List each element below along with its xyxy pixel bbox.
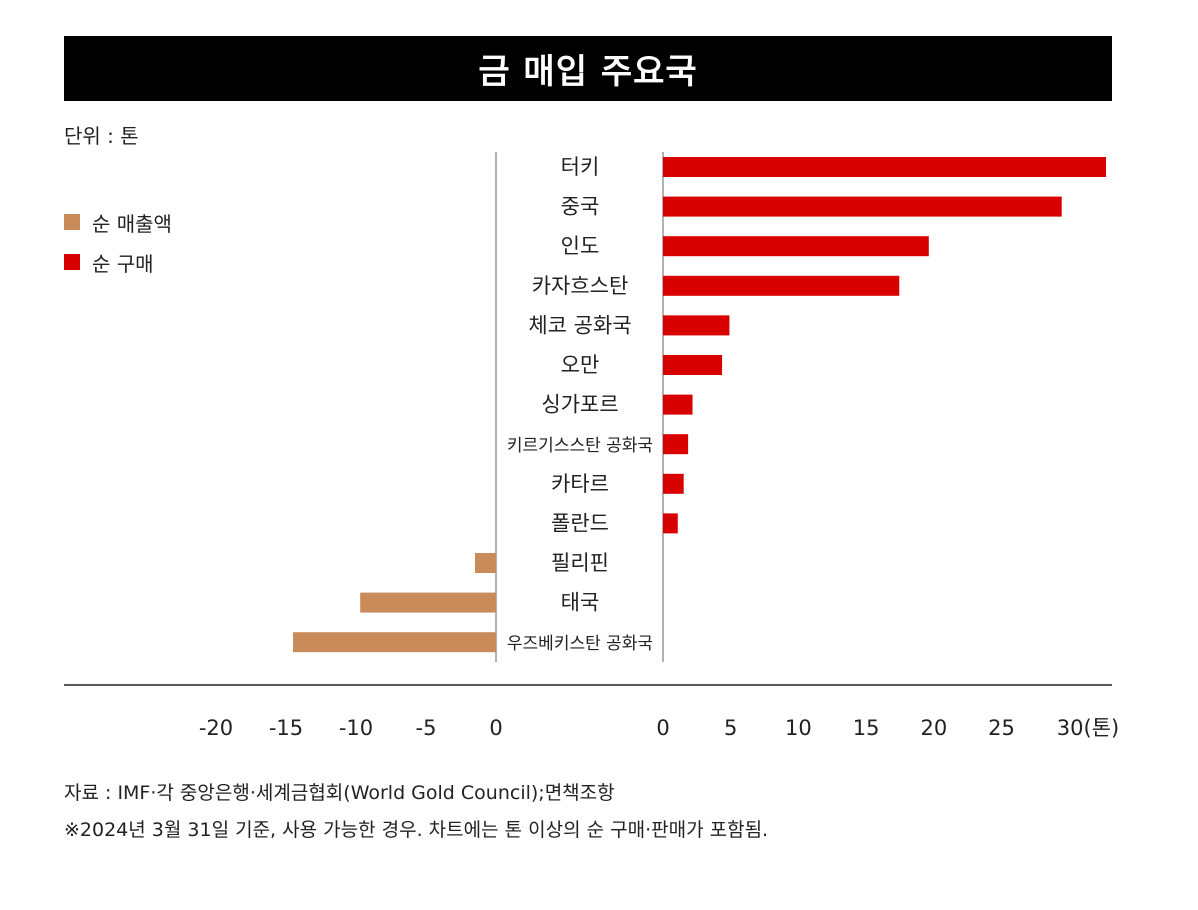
bar-5: [663, 355, 723, 375]
bar-3: [663, 275, 900, 296]
chart-title: 금 매입 주요국: [64, 36, 1112, 101]
bar-1: [663, 196, 1062, 217]
category-label-3: 카자흐스탄: [532, 274, 629, 298]
category-label-12: 우즈베키스탄 공화국: [507, 634, 653, 654]
legend: 순 매출액 순 구매: [64, 202, 172, 282]
category-label-11: 태국: [561, 591, 600, 615]
category-label-0: 터키: [561, 155, 600, 179]
tick-label-positive-2: 10: [785, 716, 812, 740]
legend-label-net-sales: 순 매출액: [92, 211, 172, 236]
legend-item-net-purchase: 순 구매: [64, 242, 172, 282]
bar-7: [663, 434, 689, 455]
legend-item-net-sales: 순 매출액: [64, 202, 172, 242]
bar-11: [360, 592, 496, 613]
tick-label-positive-0: 0: [656, 716, 669, 740]
category-label-5: 오만: [561, 353, 600, 377]
legend-swatch-net-purchase: [64, 254, 80, 270]
legend-swatch-net-sales: [64, 214, 80, 230]
category-label-1: 중국: [561, 195, 600, 219]
category-label-6: 싱가포르: [541, 393, 618, 417]
tick-label-positive-6: 30(톤): [1057, 716, 1119, 740]
tick-label-negative-4: 0: [489, 716, 502, 740]
tick-label-positive-1: 5: [724, 716, 737, 740]
bar-6: [663, 394, 693, 415]
category-label-4: 체코 공화국: [528, 313, 631, 337]
bar-2: [663, 236, 929, 257]
bar-4: [663, 315, 730, 336]
category-label-9: 폴란드: [551, 511, 609, 535]
category-label-8: 카타르: [551, 472, 609, 496]
source-text: 자료 : IMF·각 중앙은행·세계금협회(World Gold Council…: [64, 782, 615, 804]
footnote-text: ※2024년 3월 31일 기준, 사용 가능한 경우. 차트에는 톤 이상의 …: [64, 819, 769, 841]
tick-label-negative-1: -15: [269, 716, 303, 740]
tick-label-positive-4: 20: [920, 716, 947, 740]
bar-0: [663, 157, 1106, 177]
bar-10: [475, 553, 496, 573]
bar-12: [293, 632, 496, 653]
unit-label: 단위 : 톤: [64, 124, 139, 148]
tick-label-negative-2: -10: [339, 716, 373, 740]
category-label-2: 인도: [561, 234, 600, 258]
category-label-10: 필리핀: [551, 551, 609, 575]
tick-label-negative-0: -20: [199, 716, 233, 740]
tick-label-positive-3: 15: [853, 716, 880, 740]
bar-8: [663, 473, 684, 494]
tick-label-negative-3: -5: [416, 716, 437, 740]
category-label-7: 키르기스스탄 공화국: [507, 436, 653, 456]
legend-label-net-purchase: 순 구매: [92, 251, 154, 276]
tick-label-positive-5: 25: [988, 716, 1015, 740]
bar-9: [663, 513, 678, 534]
